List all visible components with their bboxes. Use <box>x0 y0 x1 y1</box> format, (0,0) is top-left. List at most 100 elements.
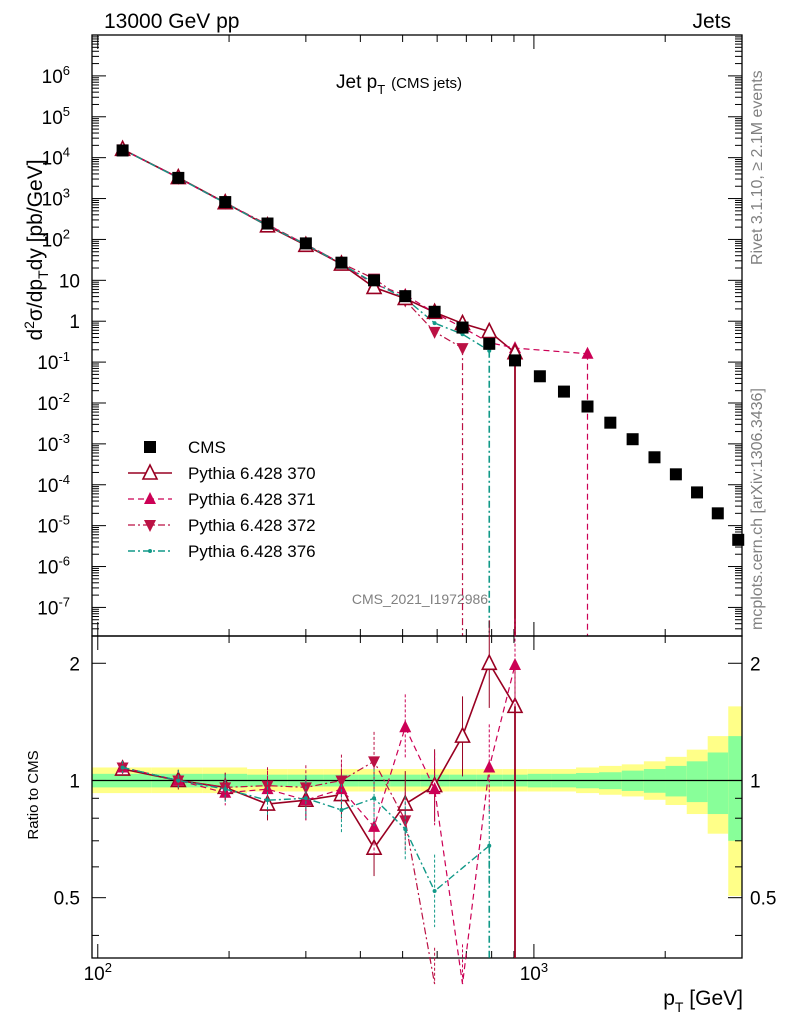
legend-marker-1 <box>141 463 159 480</box>
y-tick-label: 106 <box>42 63 70 88</box>
cms-point <box>368 274 381 287</box>
x-axis-label: pT [GeV] <box>663 987 743 1015</box>
legend-label-2: Pythia 6.428 371 <box>188 490 316 509</box>
ratio-point-1 <box>428 782 441 795</box>
ratio-line-3 <box>122 766 490 893</box>
series-3-point <box>456 343 469 356</box>
series-1-point <box>480 321 498 339</box>
ratio-y-tick-label-right: 1 <box>750 771 761 792</box>
ratio-point-3 <box>372 796 377 801</box>
ratio-point-0 <box>454 726 471 743</box>
ratio-point-3 <box>120 765 125 770</box>
cms-point <box>116 144 129 157</box>
ratio-y-tick-label-right: 0.5 <box>750 889 776 910</box>
legend-marker-3 <box>144 520 156 532</box>
ratio-point-2 <box>261 780 274 793</box>
cms-point <box>219 196 232 209</box>
cms-point <box>648 451 661 464</box>
y-tick-label: 102 <box>42 226 70 251</box>
y-tick-label: 10 <box>59 271 80 292</box>
ratio-line-2 <box>122 760 436 985</box>
legend-marker-2 <box>144 492 156 504</box>
cms-point <box>399 290 412 303</box>
y-tick-label: 10-5 <box>37 513 70 538</box>
ratio-point-1 <box>483 760 496 773</box>
legend-label-0: CMS <box>188 438 226 457</box>
cms-point <box>732 533 745 546</box>
ratio-point-3 <box>339 807 344 812</box>
main-plot-area: 10-7 10-6 10-5 10-4 10-3 10-2 10-1 1 10 102 103 104… <box>37 34 745 637</box>
cms-point <box>533 370 546 383</box>
ratio-line-1 <box>122 664 516 985</box>
series-3-point <box>428 326 441 339</box>
ratio-y-tick-label: 0.5 <box>54 889 80 910</box>
ratio-point-1 <box>509 657 522 670</box>
x-tick-label: 103 <box>520 960 548 985</box>
x-tick-label: 102 <box>84 960 112 985</box>
cms-point <box>669 468 682 481</box>
ratio-point-2 <box>368 756 381 769</box>
ratio-y-tick-label: 2 <box>69 654 80 675</box>
series-line-2 <box>122 148 588 355</box>
cms-point <box>172 171 185 184</box>
title-note: (CMS jets) <box>391 75 462 92</box>
rivet-label: Rivet 3.1.10, ≥ 2.1M events <box>749 70 766 265</box>
ratio-point-3 <box>223 787 228 792</box>
cms-point <box>261 217 274 230</box>
cms-point <box>604 416 617 429</box>
series-4-point <box>432 321 437 326</box>
ratio-y-label: Ratio to CMS <box>25 750 42 839</box>
ratio-y-tick-label: 1 <box>69 771 80 792</box>
cms-point <box>483 337 496 350</box>
band-green <box>728 736 742 841</box>
y-tick-label: 10-3 <box>37 431 70 456</box>
y-tick-label: 105 <box>42 104 70 129</box>
ratio-point-3 <box>432 889 437 894</box>
series-2-point <box>581 346 594 359</box>
ratio-point-3 <box>176 778 181 783</box>
ratio-point-3 <box>265 798 270 803</box>
y-tick-label: 10-1 <box>37 349 70 374</box>
cms-point <box>428 305 441 318</box>
ratio-point-0 <box>480 653 498 671</box>
band-green <box>707 752 729 815</box>
cms-point <box>456 321 469 334</box>
y-axis-label: d2σ/dpTdy [pb/GeV] <box>21 159 51 340</box>
cms-point <box>691 486 704 499</box>
ratio-point-1 <box>399 720 412 733</box>
cms-point <box>557 385 570 398</box>
legend-label-3: Pythia 6.428 372 <box>188 516 316 535</box>
y-tick-label: 104 <box>42 145 70 170</box>
cms-point <box>299 237 312 250</box>
y-tick-label: 10-2 <box>37 390 70 415</box>
ratio-line-0 <box>122 661 516 850</box>
ratio-y-tick-label-right: 2 <box>750 654 761 675</box>
band-green <box>686 761 708 803</box>
title-main: Jet p <box>336 72 377 93</box>
legend-marker-4 <box>148 549 152 553</box>
main-title: Jet pT (CMS jets) <box>336 72 462 97</box>
legend: CMS Pythia 6.428 370 Pythia 6.428 371 Pythi… <box>128 438 316 561</box>
legend-label-1: Pythia 6.428 370 <box>188 464 316 483</box>
ratio-point-3 <box>303 796 308 801</box>
cms-point <box>335 256 348 269</box>
cms-point <box>711 507 724 520</box>
series-1-point <box>365 277 383 295</box>
mcplots-label: mcplots.cern.ch [arXiv:1306.3436] <box>749 388 766 630</box>
y-tick-label: 10-4 <box>37 472 70 497</box>
ratio-plot-area: 102 103 0.5 0.5 1 1 2 2 <box>54 618 776 985</box>
ratio-point-3 <box>403 827 408 832</box>
ratio-point-1 <box>335 782 348 795</box>
y-tick-label: 1 <box>69 312 80 333</box>
y-tick-label: 10-7 <box>37 594 70 619</box>
header-left: 13000 GeV pp <box>104 10 239 33</box>
header-right: Jets <box>692 10 731 33</box>
band-green <box>665 765 687 797</box>
legend-label-4: Pythia 6.428 376 <box>188 542 316 561</box>
title-sub: T <box>377 82 385 97</box>
y-tick-label: 103 <box>42 186 70 211</box>
cms-point <box>509 354 522 367</box>
legend-marker-0 <box>144 441 156 453</box>
cms-point <box>626 433 639 446</box>
